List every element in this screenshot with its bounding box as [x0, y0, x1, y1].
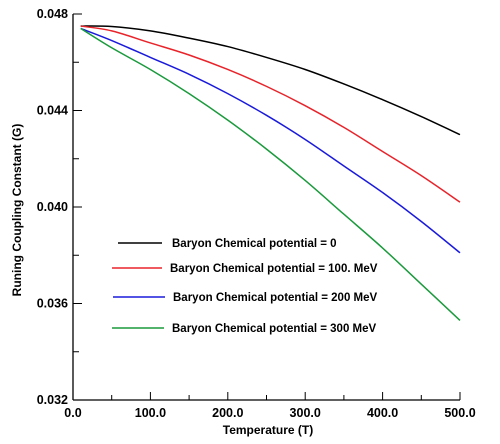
series-line-3 — [80, 27, 461, 254]
y-tick-label: 0.048 — [37, 7, 68, 21]
legend-label-2: Baryon Chemical potential = 100. MeV — [170, 263, 378, 275]
y-axis-title: Runing Coupling Constant (G) — [10, 124, 24, 297]
y-tick-label: 0.040 — [37, 200, 68, 214]
x-tick-label: 400.0 — [367, 406, 398, 420]
series-lines — [80, 25, 461, 321]
y-tick-label: 0.036 — [37, 297, 68, 311]
x-tick-label: 200.0 — [212, 406, 243, 420]
y-tick-label: 0.044 — [37, 104, 68, 118]
legend-label-1: Baryon Chemical potential = 0 — [172, 238, 337, 250]
series-line-4 — [80, 27, 461, 321]
y-tick-label: 0.032 — [37, 393, 68, 407]
x-axis-title: Temperature (T) — [223, 423, 313, 437]
x-tick-label: 0.0 — [64, 406, 81, 420]
x-axis-ticks: 0.0 100.0 200.0 300.0 400.0 500.0 — [64, 392, 476, 420]
x-tick-label: 300.0 — [290, 406, 321, 420]
y-axis-ticks: 0.032 0.036 0.040 0.044 0.048 — [37, 7, 82, 407]
series-line-1 — [80, 25, 461, 136]
x-tick-label: 100.0 — [135, 406, 166, 420]
legend-label-3: Baryon Chemical potential = 200 MeV — [173, 292, 378, 304]
x-tick-label: 500.0 — [444, 406, 475, 420]
legend-label-4: Baryon Chemical potential = 300 MeV — [172, 323, 377, 335]
series-line-2 — [80, 25, 461, 203]
legend: Baryon Chemical potential = 0 Baryon Chem… — [112, 238, 378, 335]
